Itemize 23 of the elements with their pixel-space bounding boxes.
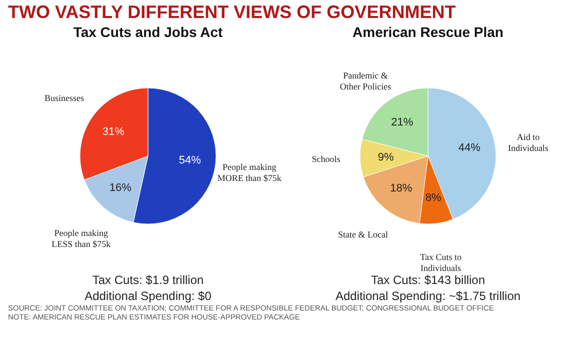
data-label: 54% [178, 154, 202, 167]
text: Tax Cuts: $143 billion [370, 273, 486, 287]
data-label: 9% [378, 151, 394, 164]
data-label: 21% [391, 116, 414, 129]
slice-label: People making LESS than $75k [52, 228, 112, 249]
text: Additional Spending: ~$1.75 trillion [335, 289, 521, 303]
slice-label: Schools [312, 154, 341, 164]
slice-label: Aid to Individuals [508, 132, 549, 153]
slice-label: Tax Cuts to Individuals [420, 252, 462, 274]
data-label: 18% [390, 182, 412, 194]
chart-title: American Rescue Plan [352, 24, 504, 40]
data-label: 31% [102, 126, 125, 138]
slice-label: People making MORE than $75k [217, 162, 282, 184]
slice-label: State & Local [338, 230, 388, 240]
chart-title: Tax Cuts and Jobs Act [73, 24, 224, 40]
text: Tax Cuts: $1.9 trillion [92, 273, 204, 287]
data-label: 8% [425, 192, 442, 204]
text: TWO VASTLY DIFFERENT VIEWS OF GOVERNMENT [8, 2, 456, 22]
slice-label: Pandemic & Other Policies [340, 70, 392, 92]
text: Additional Spending: $0 [84, 289, 212, 303]
data-label: 16% [109, 182, 132, 194]
slice-label: Businesses [44, 92, 84, 103]
data-label: 44% [458, 142, 481, 154]
